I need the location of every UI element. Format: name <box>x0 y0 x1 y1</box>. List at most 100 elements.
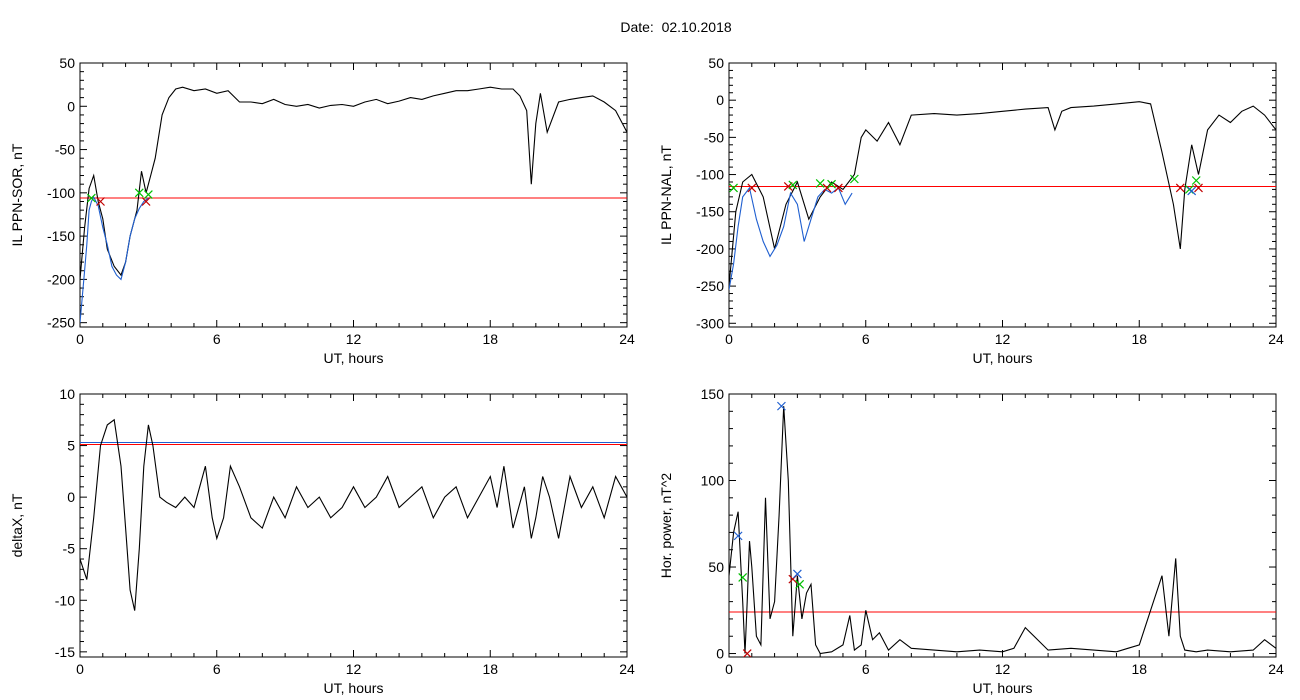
y-tick-label: 100 <box>701 473 725 489</box>
series-line <box>729 186 853 290</box>
x-tick-label: 6 <box>862 331 870 347</box>
cross-marker-stroke <box>788 180 798 190</box>
plot-area <box>80 86 627 323</box>
x-tick-label: 18 <box>482 331 498 347</box>
cross-marker <box>827 179 836 189</box>
y-tick-label: 10 <box>59 386 75 402</box>
cross-marker-stroke <box>1175 183 1185 193</box>
y-tick-label: -15 <box>55 644 75 660</box>
page-title: Date: 02.10.2018 <box>620 19 732 35</box>
x-axis-label: UT, hours <box>973 680 1033 696</box>
cross-marker-stroke <box>1191 176 1201 185</box>
cross-marker <box>86 193 96 203</box>
cross-marker-stroke <box>134 188 144 198</box>
x-tick-label: 24 <box>1268 331 1284 347</box>
y-tick-label: -50 <box>704 129 724 145</box>
x-axis-label: UT, hours <box>324 350 384 366</box>
y-axis-label: deltaX, nT <box>9 493 25 557</box>
x-tick-label: 6 <box>213 661 221 677</box>
x-tick-label: 12 <box>995 661 1011 677</box>
y-axis-label: IL PPN-NAL, nT <box>658 145 674 245</box>
cross-marker <box>1175 183 1185 193</box>
y-tick-label: 5 <box>67 438 75 454</box>
x-tick-label: 24 <box>619 331 635 347</box>
cross-marker <box>833 183 843 193</box>
y-tick-label: -250 <box>696 278 724 294</box>
y-tick-label: -250 <box>47 315 75 331</box>
x-tick-label: 12 <box>995 331 1011 347</box>
cross-marker <box>738 572 748 582</box>
cross-marker <box>1194 183 1203 193</box>
y-tick-label: -200 <box>696 241 724 257</box>
cross-marker-stroke <box>733 531 743 541</box>
cross-marker-stroke <box>795 579 805 589</box>
x-tick-label: 12 <box>346 331 362 347</box>
cross-marker-stroke <box>143 190 153 199</box>
series-line <box>80 86 627 280</box>
cross-marker-stroke <box>742 649 752 657</box>
cross-marker <box>849 174 859 184</box>
x-tick-label: 18 <box>1131 331 1147 347</box>
plot-frame <box>79 393 628 658</box>
cross-marker <box>134 188 144 198</box>
y-tick-label: 0 <box>716 646 724 662</box>
y-tick-label: 0 <box>67 98 75 114</box>
y-tick-label: -5 <box>63 541 76 557</box>
series-line <box>80 196 149 323</box>
cross-marker-stroke <box>738 572 748 582</box>
cross-marker-stroke <box>792 569 802 579</box>
chart-bottom-left: 0 6 12 18 24 -15 -10 -5 0 5 10 UT, hours deltaX, nT <box>9 386 635 696</box>
cross-marker <box>815 179 825 188</box>
plot-area <box>729 101 1276 290</box>
cross-marker-stroke <box>815 179 825 188</box>
x-tick-label: 18 <box>1131 661 1147 677</box>
cross-marker <box>792 569 802 579</box>
x-tick-label: 24 <box>619 661 635 677</box>
cross-marker <box>1191 176 1201 185</box>
y-tick-label: 50 <box>59 55 75 71</box>
y-axis-label: IL PPN-SOR, nT <box>9 143 25 246</box>
cross-marker-stroke <box>86 193 96 203</box>
cross-marker <box>788 180 798 190</box>
x-tick-label: 18 <box>482 661 498 677</box>
cross-marker-stroke <box>776 401 786 411</box>
cross-marker-stroke <box>747 183 757 193</box>
plot-frame <box>728 393 1277 658</box>
cross-marker-stroke <box>833 183 843 193</box>
x-tick-label: 12 <box>346 661 362 677</box>
series-line <box>729 406 1276 655</box>
plot-frame <box>728 62 1277 328</box>
x-tick-label: 6 <box>862 661 870 677</box>
plot-area <box>729 401 1276 657</box>
y-tick-label: 50 <box>708 55 724 71</box>
plot-frame <box>79 62 628 328</box>
cross-marker <box>747 183 757 193</box>
cross-marker <box>1187 186 1197 196</box>
y-tick-label: 50 <box>708 559 724 575</box>
cross-marker-stroke <box>141 197 151 206</box>
y-tick-label: -50 <box>55 142 75 158</box>
cross-marker <box>776 401 786 411</box>
y-tick-label: -200 <box>47 271 75 287</box>
cross-marker <box>96 197 105 206</box>
x-axis-label: UT, hours <box>973 350 1033 366</box>
y-tick-label: -150 <box>47 228 75 244</box>
plot-area <box>80 418 627 611</box>
chart-bottom-right: 0 6 12 18 24 0 50 100 150 UT, hours Hor. power, nT… <box>658 386 1284 696</box>
cross-marker <box>729 183 738 193</box>
y-tick-label: -10 <box>55 592 75 608</box>
x-tick-label: 0 <box>725 661 733 677</box>
y-tick-label: 150 <box>701 386 725 402</box>
cross-marker <box>795 579 805 589</box>
y-tick-label: -100 <box>696 167 724 183</box>
y-tick-label: 0 <box>716 92 724 108</box>
cross-marker-stroke <box>96 197 105 206</box>
x-tick-label: 0 <box>76 661 84 677</box>
y-tick-label: 0 <box>67 489 75 505</box>
cross-marker <box>143 190 153 199</box>
y-tick-label: -150 <box>696 204 724 220</box>
x-tick-label: 6 <box>213 331 221 347</box>
y-tick-label: -100 <box>47 185 75 201</box>
y-axis-label: Hor. power, nT^2 <box>658 473 674 579</box>
y-tick-label: -300 <box>696 315 724 331</box>
